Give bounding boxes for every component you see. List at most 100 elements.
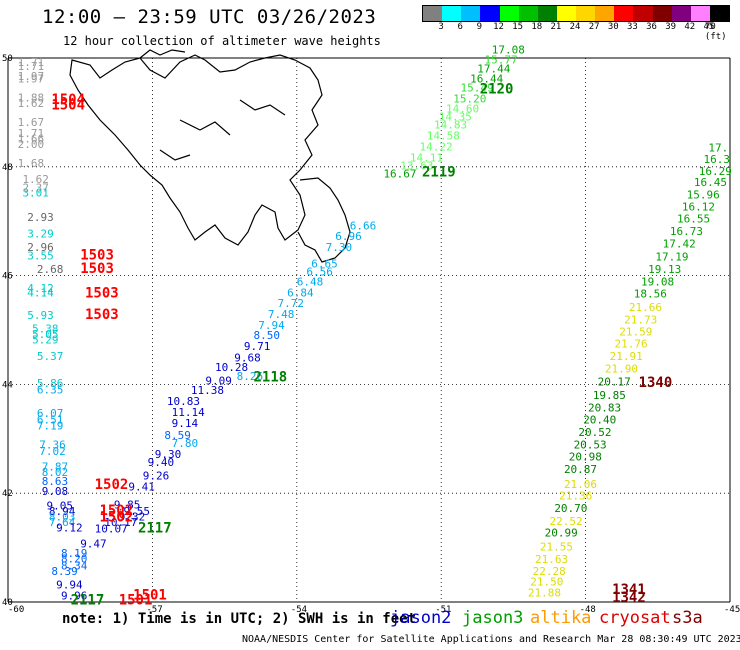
- wave-height-label: 17.: [708, 142, 728, 155]
- wave-height-label: 15.77: [485, 53, 518, 66]
- color-scale-labels: 3 6 9 12 15 18 21 24 27 30 33 36 39 42 45 70 (ft): [422, 22, 728, 42]
- pass-number-label: 1503: [80, 247, 114, 263]
- wave-height-label: 6.51: [37, 414, 64, 427]
- wave-height-label: 9.05: [47, 500, 74, 513]
- wave-height-label: 6.48: [297, 275, 324, 288]
- wave-height-label: 21.63: [535, 553, 568, 566]
- wave-height-label: 21.66: [629, 301, 662, 314]
- pass-number-label: 1341: [612, 582, 646, 598]
- wave-height-label: 20.87: [564, 463, 597, 476]
- lat-lon-grid: [7, 57, 731, 603]
- scale-label: 24: [569, 22, 581, 32]
- wave-height-label: 9.26: [143, 470, 170, 483]
- wave-height-label: 9.09: [205, 374, 232, 387]
- wave-height-label: 10.07: [95, 522, 128, 535]
- satellite-legend-altika: altika: [530, 608, 592, 628]
- scale-label: 39: [665, 22, 677, 32]
- scale-label: 27: [588, 22, 600, 32]
- wave-height-label: 8.02: [42, 466, 68, 479]
- wave-height-label: 1.62: [18, 97, 45, 110]
- scale-label: 15: [512, 22, 524, 32]
- scale-swatch: [556, 6, 576, 21]
- north-peninsula: [139, 49, 186, 59]
- wave-height-label: 20.17: [598, 375, 631, 388]
- wave-height-label: 14.22: [420, 140, 453, 153]
- wave-height-label: 19.85: [593, 389, 626, 402]
- wave-height-label: 1.67: [18, 116, 45, 129]
- wave-height-label: 1.97: [18, 70, 45, 83]
- scale-swatch: [690, 6, 710, 21]
- wave-height-labels: 1.711.711.971.971.881.621.671.711.662.00…: [18, 44, 732, 603]
- scale-label: 12: [493, 22, 504, 32]
- satellite-legend-s3a: s3a: [672, 608, 703, 628]
- wave-height-label: 6.65: [311, 257, 338, 270]
- wave-height-label: 8.50: [253, 329, 279, 342]
- wave-height-label: 9.30: [155, 448, 182, 461]
- wave-height-label: 3.55: [27, 249, 54, 262]
- lon-tick-label: -60: [8, 605, 24, 615]
- pass-number-label: 1504: [51, 92, 85, 108]
- wave-height-label: 15.49: [460, 82, 493, 95]
- wave-height-label: 5.37: [37, 350, 64, 363]
- wave-height-label: 6.07: [37, 407, 64, 420]
- wave-height-label: 1.97: [18, 72, 45, 85]
- wave-height-label: 16.55: [677, 212, 710, 225]
- scale-label: 6: [457, 22, 463, 32]
- wave-height-label: 9.32: [119, 510, 146, 523]
- scale-swatch: [442, 6, 462, 21]
- wave-height-label: 15.96: [687, 188, 720, 201]
- wave-height-label: 6.96: [335, 230, 362, 243]
- scale-swatch: [576, 6, 596, 21]
- wave-height-label: 17.19: [655, 250, 688, 263]
- scale-label: 9: [476, 22, 483, 32]
- wave-height-label: 11.14: [172, 406, 205, 419]
- scale-swatch: [671, 6, 691, 21]
- wave-height-label: 21.91: [610, 350, 643, 363]
- lat-tick-label: 42: [2, 489, 13, 499]
- wave-height-label: 7.94: [258, 319, 285, 332]
- wave-height-label: 2.96: [27, 241, 54, 254]
- scale-label: 30: [607, 22, 619, 32]
- pass-number-label: 1503: [80, 261, 114, 277]
- scale-label: 45: [703, 22, 715, 32]
- pass-number-label: 1503: [85, 307, 119, 323]
- wave-height-label: 11.38: [191, 384, 224, 397]
- wave-height-label: 14.58: [427, 130, 460, 143]
- wave-height-label: 22.52: [550, 515, 583, 528]
- wave-height-label: 7.30: [326, 241, 353, 254]
- wave-height-label: 1.71: [18, 127, 45, 140]
- wave-height-label: 8.03: [49, 510, 75, 523]
- wave-height-label: 9.08: [42, 485, 68, 498]
- wave-height-label: 16.3: [704, 153, 731, 166]
- wave-height-label: 4.14: [27, 286, 54, 299]
- footer-note: note: 1) Time is in UTC; 2) SWH is in fe…: [62, 611, 417, 627]
- wave-height-label: 3.29: [27, 228, 54, 241]
- pass-number-label: 1502: [99, 503, 133, 519]
- wave-height-label: 1.66: [18, 132, 45, 145]
- wave-height-label: 4.12: [27, 282, 54, 295]
- wave-height-label: 6.56: [306, 266, 333, 279]
- wave-height-label: 9.12: [56, 521, 82, 534]
- wave-height-label: 1.71: [18, 60, 45, 73]
- scale-swatch: [633, 6, 653, 21]
- scale-label: 33: [626, 22, 638, 32]
- fjord-1: [179, 119, 231, 136]
- pass-number-label: 1501: [119, 593, 153, 609]
- pass-number-label: 1502: [99, 509, 133, 525]
- lat-tick-label: 40: [2, 598, 13, 608]
- wave-height-label: 8.19: [61, 547, 88, 560]
- wave-height-label: 10.83: [167, 395, 200, 408]
- wave-height-label: 21.50: [530, 576, 563, 589]
- wave-height-label: 8.34: [61, 559, 88, 572]
- wave-height-label: 10.28: [215, 361, 248, 374]
- wave-height-label: 6.84: [287, 286, 314, 299]
- wave-height-label: 17.42: [663, 237, 696, 250]
- wave-height-label: 16.67: [383, 168, 416, 181]
- wave-height-label: 19.08: [641, 275, 674, 288]
- wave-height-label: 15.20: [453, 93, 486, 106]
- page-title: 12:00 – 23:59 UTC 03/26/2023: [42, 6, 377, 28]
- pass-number-label: 1502: [95, 477, 129, 493]
- wave-height-label: 7.64: [49, 516, 76, 529]
- wave-height-label: 21.55: [540, 540, 573, 553]
